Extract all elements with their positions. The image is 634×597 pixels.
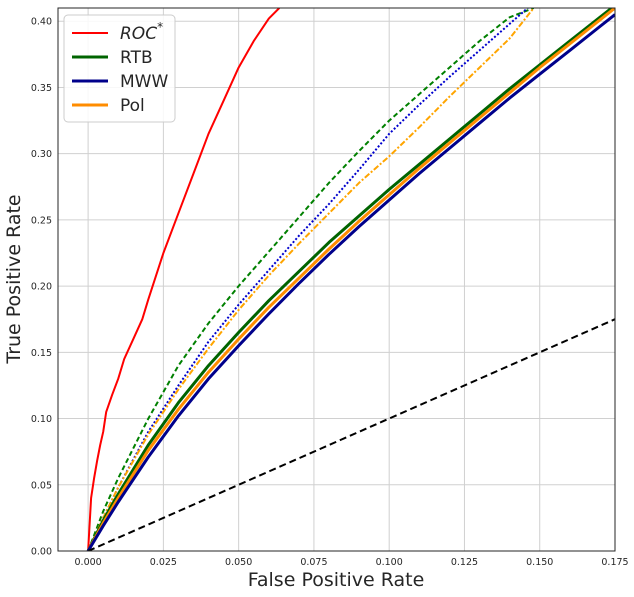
legend-label-0: ROC* bbox=[120, 20, 163, 44]
x-tick-label: 0.175 bbox=[601, 557, 628, 568]
legend-label-1: RTB bbox=[120, 48, 153, 68]
legend-superscript: * bbox=[157, 20, 163, 34]
x-tick-label: 0.150 bbox=[526, 557, 553, 568]
x-tick-label: 0.125 bbox=[451, 557, 478, 568]
x-tick-label: 0.075 bbox=[300, 557, 327, 568]
y-axis-title: True Positive Rate bbox=[3, 194, 25, 364]
legend-label-3: Pol bbox=[120, 96, 145, 116]
y-tick-label: 0.10 bbox=[31, 414, 52, 425]
plot-frame bbox=[57, 7, 616, 552]
y-tick-label: 0.30 bbox=[31, 149, 52, 160]
series-line-7 bbox=[87, 318, 615, 551]
x-tick-labels: 0.000 0.025 0.050 0.075 0.100 0.125 0.150 0.175 bbox=[75, 557, 629, 568]
x-tick-label: 0.050 bbox=[225, 557, 252, 568]
x-axis-title: False Positive Rate bbox=[248, 569, 425, 591]
series-line-1 bbox=[87, 8, 535, 551]
legend-box bbox=[63, 14, 176, 123]
legend-label-2: MWW bbox=[120, 72, 168, 92]
y-tick-label: 0.05 bbox=[31, 480, 52, 491]
y-tick-label: 0.35 bbox=[31, 83, 52, 94]
series-line-3 bbox=[87, 8, 535, 551]
y-tick-label: 0.15 bbox=[31, 348, 52, 359]
x-tick-label: 0.025 bbox=[150, 557, 177, 568]
series-line-0 bbox=[87, 8, 281, 551]
x-tick-label: 0.100 bbox=[376, 557, 403, 568]
series-line-5 bbox=[86, 8, 615, 551]
y-tick-labels: 0.00 0.05 0.10 0.15 0.20 0.25 0.30 0.35 0.40 bbox=[31, 17, 52, 558]
series-lines bbox=[86, 8, 615, 551]
series-line-4 bbox=[86, 8, 615, 551]
y-tick-label: 0.00 bbox=[31, 547, 52, 558]
y-tick-label: 0.25 bbox=[31, 215, 52, 226]
y-tick-label: 0.40 bbox=[31, 17, 52, 28]
series-line-6 bbox=[86, 13, 615, 551]
y-tick-label: 0.20 bbox=[31, 282, 52, 293]
legend: ROC* RTB MWW Pol bbox=[63, 14, 176, 123]
x-tick-label: 0.000 bbox=[75, 557, 102, 568]
